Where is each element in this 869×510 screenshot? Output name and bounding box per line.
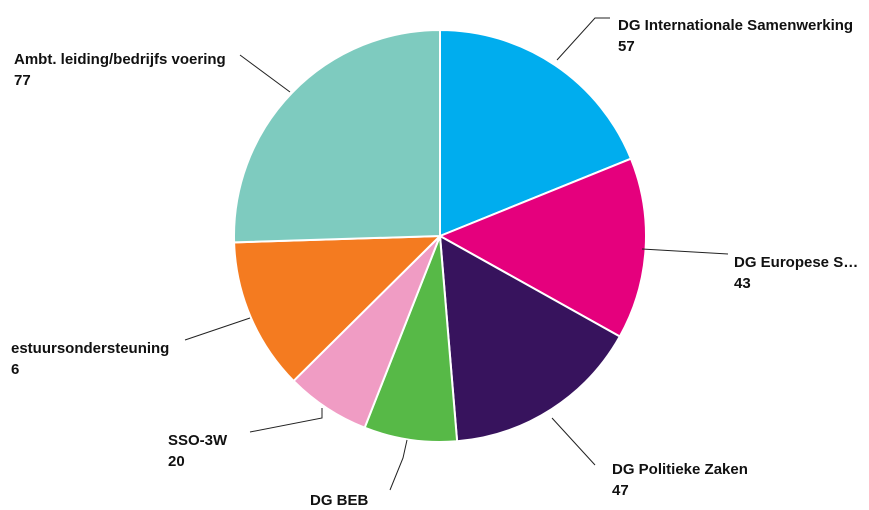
- slice-label-4: SSO-3W: [168, 432, 228, 449]
- slice-label-0: DG Internationale Samenwerking: [618, 17, 853, 34]
- slice-label-2: DG Politieke Zaken: [612, 461, 748, 478]
- slice-label-3: DG BEB: [310, 492, 369, 509]
- slice-value-2: 47: [612, 482, 629, 499]
- leader-line-2: [551, 417, 596, 466]
- slice-label-1: DG Europese S…: [734, 254, 858, 271]
- pie-slice-2: [438, 234, 622, 443]
- leader-lines: [184, 17, 729, 491]
- leader-line-5: [184, 317, 251, 341]
- slice-value-4: 20: [168, 453, 185, 470]
- slice-labels: DG Internationale Samenwerking 57 DG Europ…: [11, 17, 858, 509]
- leader-line-3: [389, 439, 408, 491]
- pie-slice-0: [439, 28, 633, 238]
- slice-label-5: estuursondersteuning: [11, 340, 169, 357]
- leader-line-0: [556, 17, 610, 61]
- pie-slices: [233, 28, 647, 443]
- slice-value-0: 57: [618, 38, 635, 55]
- slice-value-1: 43: [734, 275, 751, 292]
- pie-slice-6: [233, 28, 441, 244]
- leader-line-1: [641, 248, 729, 255]
- slice-label-6: Ambt. leiding/bedrijfs voering: [14, 51, 226, 68]
- leader-line-4: [249, 408, 323, 433]
- slice-value-5: 6: [11, 361, 19, 378]
- pie-slice-5: [233, 234, 443, 383]
- slice-value-6: 77: [14, 72, 31, 89]
- leader-line-6: [239, 54, 291, 93]
